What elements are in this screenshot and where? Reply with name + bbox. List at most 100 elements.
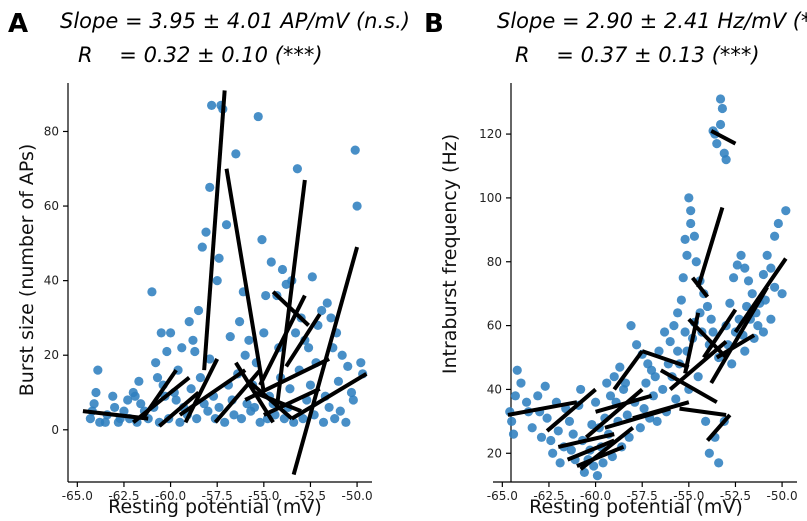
panel-a-data-point [298,414,308,424]
panel-b-x-tick-label: -50.0 [767,489,798,503]
panel-a-data-point [341,417,351,427]
panel-a-data-point [322,298,332,308]
panel-a-data-point [195,372,206,383]
panel-b-fit-line [576,445,625,468]
panel-b-data-point [758,327,769,337]
panel-a-x-tick-label: -62.5 [108,489,139,503]
panel-a-y-tick-label: 40 [44,274,59,288]
panel-a-data-point [212,276,222,286]
panel-b-data-point [766,314,776,324]
panel-b-data-point [753,320,763,331]
panel-b-data-point [546,435,556,446]
panel-a-data-point [201,227,211,237]
panel-b-data-point [721,155,731,165]
panel-b-data-point [704,448,714,458]
panel-a-fit-line [183,358,219,424]
panel-b-data-point [712,139,722,149]
panel-a-data-point [255,417,265,427]
panel-b-data-point [648,391,658,401]
panel-a-fit-line [224,168,266,393]
panel-b-data-point [510,391,520,401]
panel-b-data-point [701,416,711,426]
panel-b-data-point [598,458,608,468]
panel-b-fit-line [702,308,738,359]
panel-b-data-point [592,471,603,481]
panel-b-data-point [743,276,754,286]
panel-b-data-point [725,298,735,308]
panel-a-y-axis-label: Burst size (number of APs) [16,144,38,397]
panel-a-data-point [253,111,263,122]
panel-a-data-point [242,399,252,409]
panel-b-data-point [682,250,692,260]
panel-a-letter: A [8,9,28,39]
panel-a-data-point [100,417,110,427]
panel-a-data-point [162,346,172,357]
panel-a-data-point [175,417,185,427]
panel-b-data-point [590,397,601,407]
panel-b-fit-line [715,333,756,360]
panel-a-data-point [108,391,118,401]
panel-b-data-point [715,119,726,130]
panel-a-data-point [147,287,157,297]
panel-b-r-stat: R = 0.37 ± 0.13 (***) [515,43,760,67]
panel-b-data-point [564,416,575,426]
panel-b-x-axis-label: Resting potential (mV) [529,496,743,518]
panel-a-data-point [289,417,299,427]
panel-b-data-point [686,206,696,216]
panel-a-data-point [214,402,224,413]
panel-b-fit-line [566,438,615,462]
panel-b-data-point [766,263,776,273]
panel-b-data-point [770,282,780,292]
panel-a-data-point [317,305,327,316]
panel-a-data-point [197,242,207,252]
panel-b-fit-line [696,206,725,288]
panel-a-data-point [277,264,288,275]
panel-a-data-point [285,384,295,394]
panel-a-fit-line [158,390,200,428]
panel-a-data-point [356,358,366,368]
panel-a-x-tick-label: -55.0 [248,489,279,503]
panel-b-data-point [689,231,700,241]
panel-a-x-tick-label: -57.5 [202,489,233,503]
panel-a-data-point [324,402,334,413]
panel-b-data-point [615,362,625,372]
panel-a-data-point [290,328,301,338]
panel-b-data-point [680,327,690,337]
panel-b-data-point [727,359,737,369]
panel-a-data-point [136,399,146,409]
panel-b-data-point [622,410,632,420]
panel-a-data-point [91,387,101,398]
panel-b-data-point [676,295,686,305]
panel-a-fit-line [244,357,330,402]
panel-b-data-point [671,394,681,404]
panel-b-data-point [691,257,701,267]
panel-b-data-point [762,250,772,260]
panel-a-data-point [240,350,250,360]
panel-b-data-point [659,327,670,337]
panel-b-fit-line [659,368,718,404]
panel-a-fit-line [262,386,321,417]
panel-b-data-point [740,263,750,273]
panel-b-fit-line [507,400,578,417]
panel-a-data-point [335,406,345,416]
panel-a-data-point [352,201,362,211]
panel-b-data-point [680,234,690,245]
panel-a-fit-line [202,90,227,371]
panel-a-data-point [184,317,194,327]
panel-b-data-point [654,346,664,356]
panel-b-y-axis-label: Intraburst frequency (Hz) [439,134,461,374]
panel-b-plot: -65.0 -62.5 -60.0 -57.5 -55.0 -52.5 -50.0 20 40 6… [479,83,798,503]
panel-b-letter: B [424,9,444,39]
panel-a-slope-stat: Slope = 3.95 ± 4.01 AP/mV (n.s.) [60,9,410,33]
panel-a-data-point [326,313,336,323]
panel-b-fit-line [709,286,769,385]
panel-a-data-point [249,402,260,413]
panel-a-x-tick-label: -65.0 [62,489,93,503]
panel-b-data-point [669,320,679,331]
panel-b-fit-line [687,317,728,359]
panel-a-y-tick-label: 80 [44,124,59,138]
panel-b-data-point [533,391,543,401]
panel-b-data-point [715,94,726,104]
panel-a-data-point [266,257,276,267]
